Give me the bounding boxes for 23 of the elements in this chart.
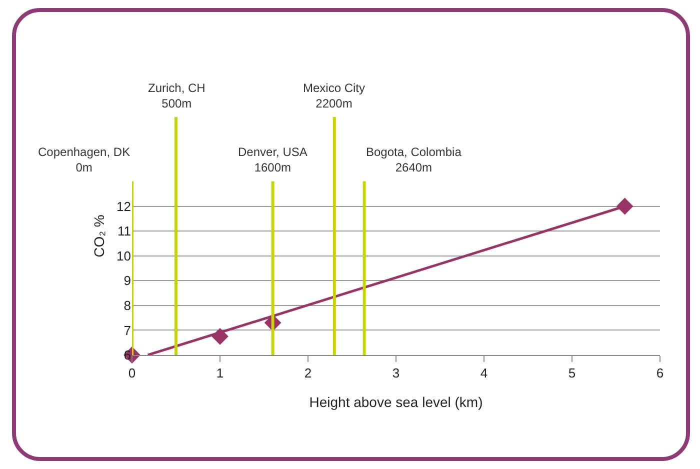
x-tick-label: 3 — [392, 366, 400, 381]
y-tick-label: 12 — [116, 198, 131, 214]
ref-line-label: Denver, USA 1600m — [238, 145, 308, 175]
ref-line-label: Copenhagen, DK 0m — [38, 145, 130, 175]
point — [616, 198, 634, 215]
x-tick-label: 5 — [568, 366, 576, 381]
point — [212, 328, 228, 345]
x-tick-label: 2 — [304, 366, 312, 381]
ref-line-label: Zurich, CH 500m — [148, 81, 206, 111]
y-axis-title: CO₂ % — [91, 214, 108, 258]
y-tick-label: 6 — [124, 348, 131, 363]
y-tick-label: 11 — [118, 224, 131, 239]
x-tick-label: 6 — [656, 366, 664, 381]
y-tick-label: 8 — [124, 298, 131, 313]
ref-line-label: Mexico City 2200m — [303, 81, 366, 111]
y-tick-label: 10 — [116, 248, 131, 264]
x-tick-label: 0 — [128, 366, 136, 381]
x-axis-title: Height above sea level (km) — [309, 394, 483, 410]
ref-line-label: Bogota, Colombia 2640m — [366, 145, 462, 175]
x-tick-label: 4 — [480, 366, 488, 381]
y-tick-label: 9 — [124, 273, 131, 288]
y-tick-label: 7 — [124, 322, 131, 338]
x-tick-label: 1 — [216, 366, 224, 381]
